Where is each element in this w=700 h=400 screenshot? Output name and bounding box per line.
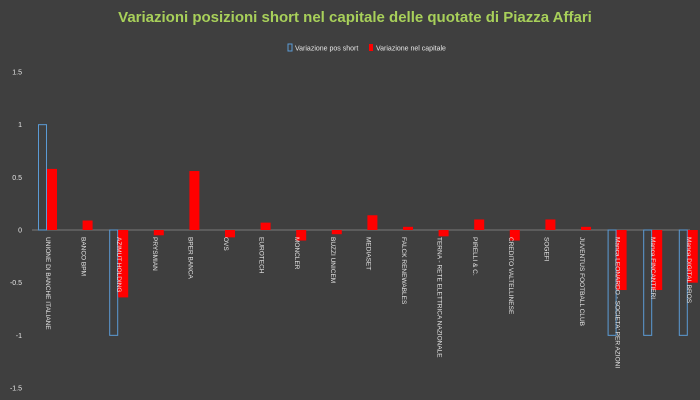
category-label: AZIMUT HOLDING bbox=[115, 237, 122, 293]
category-label: MEDIASET bbox=[364, 237, 371, 270]
bar-pos-short bbox=[678, 229, 688, 336]
bar-capitale bbox=[652, 230, 663, 291]
bar-capitale bbox=[509, 230, 520, 241]
bar-capitale bbox=[581, 226, 591, 230]
bar-capitale bbox=[260, 222, 271, 230]
bar-capitale bbox=[82, 220, 93, 230]
category-label: EUROTECH bbox=[258, 237, 265, 274]
bar-pos-short bbox=[643, 229, 653, 336]
bar-capitale bbox=[545, 219, 556, 230]
category-label: CREDITO VALTELLINESE bbox=[507, 237, 514, 315]
legend-label-capitale: Variazione nel capitale bbox=[376, 46, 446, 53]
bar-capitale bbox=[474, 219, 485, 230]
category-label: JUVENTUS FOOTBALL CLUB bbox=[578, 237, 585, 326]
category-label: SOGEFI bbox=[542, 237, 549, 262]
category-label: Manca LEONARDO - SOCIETA' PER AZIONI bbox=[614, 237, 621, 368]
y-tick-label: -0.5 bbox=[10, 280, 22, 287]
legend: Variazione pos short Variazione nel capi… bbox=[287, 43, 446, 53]
series-variazione-pos-short bbox=[38, 124, 688, 336]
y-tick-label: 0.5 bbox=[12, 175, 22, 182]
bar-capitale bbox=[153, 230, 164, 236]
legend-swatch-capitale bbox=[369, 44, 373, 51]
category-label: Manca FINCANTIERI bbox=[649, 237, 656, 299]
legend-label-pos-short: Variazione pos short bbox=[295, 46, 358, 53]
category-label: PIRELLI & C. bbox=[471, 237, 478, 276]
chart-title: Variazioni posizioni short nel capitale … bbox=[118, 9, 592, 26]
category-label: OVS bbox=[222, 237, 229, 251]
category-label: UNIONE DI BANCHE ITALIANE bbox=[44, 237, 51, 330]
category-labels: UNIONE DI BANCHE ITALIANE BANCO BPM AZIMUT… bbox=[44, 237, 692, 368]
bar-capitale bbox=[687, 230, 698, 283]
bar-capitale bbox=[438, 230, 449, 237]
y-tick-label: 1.5 bbox=[12, 70, 22, 77]
bar-capitale bbox=[296, 230, 307, 241]
category-label: MONCLER bbox=[293, 237, 300, 270]
y-tick-label: 0 bbox=[18, 228, 22, 235]
y-axis-ticks: 1.5 1 0.5 0 -0.5 -1 -1.5 bbox=[10, 70, 22, 393]
y-tick-label: -1 bbox=[16, 333, 22, 340]
category-label: BPER BANCA bbox=[186, 237, 193, 280]
legend-swatch-pos-short bbox=[287, 43, 293, 52]
bar-capitale bbox=[331, 230, 342, 235]
bar-capitale bbox=[225, 230, 235, 238]
bar-capitale bbox=[118, 230, 129, 298]
bar-capitale bbox=[367, 215, 378, 230]
bar-capitale bbox=[616, 230, 627, 291]
bar-pos-short bbox=[607, 229, 617, 336]
bar-capitale bbox=[189, 171, 200, 230]
bar-capitale bbox=[47, 168, 57, 230]
category-label: TERNA - RETE ELETTRICA NAZIONALE bbox=[436, 237, 443, 358]
category-label: BUZZI UNICEM bbox=[329, 237, 336, 283]
bar-pos-short bbox=[109, 229, 119, 336]
category-label: FALCK RENEWABLES bbox=[400, 237, 407, 305]
y-tick-label: -1.5 bbox=[10, 386, 22, 393]
series-variazione-nel-capitale bbox=[47, 168, 698, 298]
category-label: BANCO BPM bbox=[80, 237, 87, 276]
bar-pos-short bbox=[38, 124, 47, 231]
category-label: Manca DIGITAL BROS bbox=[685, 237, 692, 304]
category-label: PRYSMIAN bbox=[151, 237, 158, 271]
bar-capitale bbox=[403, 226, 413, 230]
y-tick-label: 1 bbox=[18, 122, 22, 129]
